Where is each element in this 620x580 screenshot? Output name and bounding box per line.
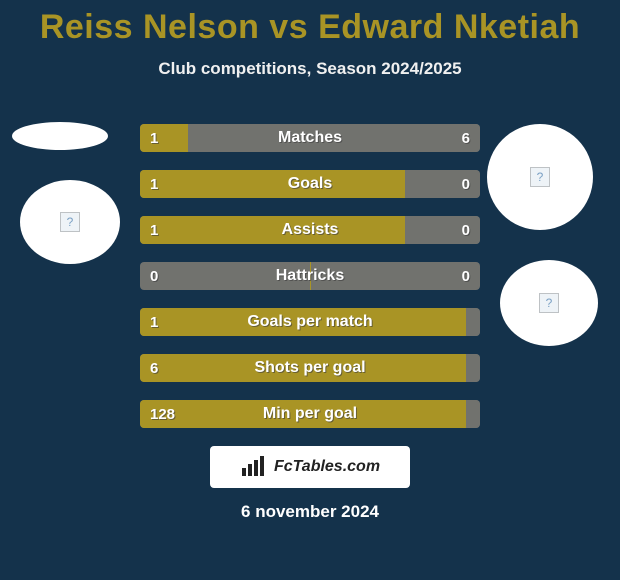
avatar-right-top: ?: [487, 124, 593, 230]
page-title: Reiss Nelson vs Edward Nketiah: [0, 0, 620, 47]
stat-row: 00Hattricks: [140, 262, 480, 290]
stat-row: 10Assists: [140, 216, 480, 244]
stat-label: Assists: [140, 216, 480, 244]
image-placeholder-icon: ?: [530, 167, 550, 187]
stat-label: Goals per match: [140, 308, 480, 336]
avatar-left-top: [12, 122, 108, 150]
title-player-left: Reiss Nelson: [40, 8, 260, 46]
stat-row: 128Min per goal: [140, 400, 480, 428]
stat-label: Hattricks: [140, 262, 480, 290]
stat-label: Goals: [140, 170, 480, 198]
logo-text: FcTables.com: [274, 458, 380, 476]
stat-label: Matches: [140, 124, 480, 152]
stat-label: Shots per goal: [140, 354, 480, 382]
stat-label: Min per goal: [140, 400, 480, 428]
avatar-right-bottom: ?: [500, 260, 598, 346]
stat-row: 1Goals per match: [140, 308, 480, 336]
fctables-logo: FcTables.com: [210, 446, 410, 488]
subtitle: Club competitions, Season 2024/2025: [0, 59, 620, 79]
comparison-bars: 16Matches 10Goals 10Assists 00Hattricks 1Goa…: [140, 124, 480, 446]
stat-row: 6Shots per goal: [140, 354, 480, 382]
title-player-right: Edward Nketiah: [318, 8, 580, 46]
stat-row: 10Goals: [140, 170, 480, 198]
bars-icon: [240, 456, 268, 478]
title-vs: vs: [259, 8, 318, 46]
image-placeholder-icon: ?: [539, 293, 559, 313]
stat-row: 16Matches: [140, 124, 480, 152]
avatar-left-bottom: ?: [20, 180, 120, 264]
date-label: 6 november 2024: [0, 502, 620, 522]
content: Reiss Nelson vs Edward Nketiah Club comp…: [0, 0, 620, 580]
image-placeholder-icon: ?: [60, 212, 80, 232]
